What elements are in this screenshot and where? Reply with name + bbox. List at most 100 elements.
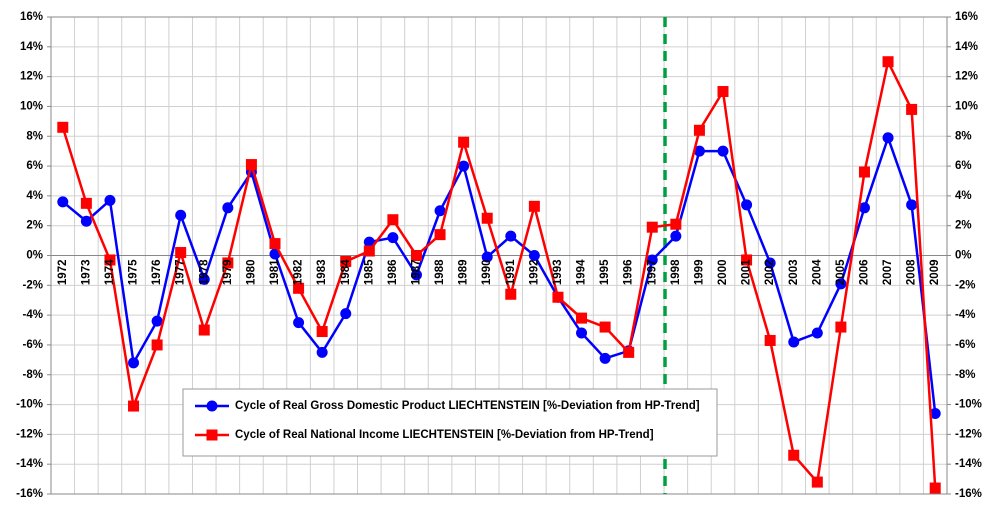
x-tick-label: 1989 xyxy=(458,260,470,286)
marker xyxy=(552,291,564,303)
y-tick-label: 6% xyxy=(26,160,43,172)
x-tick-label: 1990 xyxy=(481,260,493,286)
marker xyxy=(882,132,894,144)
y2-tick-label: 0% xyxy=(955,250,972,262)
marker xyxy=(670,218,682,230)
y2-tick-label: -14% xyxy=(955,458,982,470)
x-tick-label: 1978 xyxy=(198,259,210,285)
marker xyxy=(387,214,399,226)
x-tick-label: 1980 xyxy=(245,260,257,286)
x-tick-label: 1982 xyxy=(293,260,305,286)
y-tick-label: 2% xyxy=(26,220,43,232)
marker xyxy=(646,254,658,266)
x-tick-label: 1988 xyxy=(434,259,446,285)
marker xyxy=(316,346,328,358)
legend-label: Cycle of Real Gross Domestic Product LIE… xyxy=(235,400,700,412)
marker xyxy=(764,334,776,346)
legend xyxy=(182,388,718,457)
marker xyxy=(623,346,635,358)
marker xyxy=(198,324,210,336)
marker xyxy=(528,200,540,212)
y-tick-label: -4% xyxy=(23,309,43,321)
marker xyxy=(788,336,800,348)
marker xyxy=(858,202,870,214)
marker xyxy=(599,321,611,333)
x-tick-label: 2008 xyxy=(906,259,918,285)
x-tick-label: 2004 xyxy=(811,259,823,285)
legend-entries: Cycle of Real Gross Domestic Product LIE… xyxy=(195,400,700,441)
plot-border xyxy=(50,16,948,495)
marker xyxy=(741,254,753,266)
y-tick-label: -8% xyxy=(23,369,43,381)
y2-tick-label: 2% xyxy=(955,220,972,232)
marker xyxy=(646,221,658,233)
plot xyxy=(57,56,941,494)
y2-tick-label: 6% xyxy=(955,160,972,172)
marker xyxy=(293,282,305,294)
marker xyxy=(222,257,234,269)
y2-tick-label: -10% xyxy=(955,399,982,411)
marker xyxy=(293,317,305,329)
x-tick-label: 2002 xyxy=(764,260,776,286)
marker xyxy=(80,197,92,209)
marker xyxy=(316,326,328,338)
marker xyxy=(434,205,446,217)
marker xyxy=(80,215,92,227)
y-tick-label: -2% xyxy=(23,279,43,291)
x-tick-label: 1999 xyxy=(693,260,705,286)
y-tick-label: 16% xyxy=(20,11,43,23)
y2-tick-label: 12% xyxy=(955,71,978,83)
marker xyxy=(906,103,918,115)
marker xyxy=(670,230,682,242)
marker xyxy=(57,196,69,208)
x-tick-label: 1976 xyxy=(151,260,163,286)
marker xyxy=(528,250,540,261)
y-tick-label: 4% xyxy=(26,190,43,202)
marker xyxy=(410,250,422,261)
marker xyxy=(245,159,257,171)
x-tick-label: 2007 xyxy=(882,260,894,286)
marker xyxy=(340,308,352,320)
marker xyxy=(458,160,470,172)
x-tick-label: 1977 xyxy=(175,260,187,286)
y2-tick-label: -8% xyxy=(955,369,975,381)
x-tick-label: 1975 xyxy=(128,259,140,285)
marker xyxy=(434,229,446,241)
marker xyxy=(222,202,234,214)
marker xyxy=(576,327,588,339)
x-tick-label: 1974 xyxy=(104,259,116,285)
x-tick-label: 2005 xyxy=(835,259,847,285)
y2-tick-label: -12% xyxy=(955,428,982,440)
marker xyxy=(835,278,847,290)
marker xyxy=(741,199,753,211)
marker xyxy=(717,145,729,157)
y-tick-label: 0% xyxy=(26,250,43,262)
x-tick-label: 1984 xyxy=(340,259,352,285)
y-tick-label: -10% xyxy=(16,399,43,411)
x-tick-label: 1993 xyxy=(552,260,564,286)
y2-tick-label: -4% xyxy=(955,309,975,321)
x-tick-label: 2001 xyxy=(741,259,753,285)
y2-tick-label: 10% xyxy=(955,100,978,112)
x-tick-label: 1992 xyxy=(528,260,540,286)
y2-tick-label: -2% xyxy=(955,279,975,291)
marker xyxy=(151,339,163,351)
y-tick-label: 8% xyxy=(26,130,43,142)
x-tick-label: 1995 xyxy=(599,259,611,285)
marker xyxy=(198,273,210,285)
x-tick-label: 1998 xyxy=(670,259,682,285)
x-tick-label: 1987 xyxy=(411,260,423,286)
marker xyxy=(788,449,800,461)
marker xyxy=(481,212,493,224)
legend-marker xyxy=(206,400,218,412)
x-tick-label: 1991 xyxy=(505,259,517,285)
x-tick-label: 1983 xyxy=(316,260,328,286)
marker xyxy=(929,482,941,494)
marker xyxy=(576,312,588,324)
x-tick-label: 1972 xyxy=(57,260,69,286)
marker xyxy=(929,408,941,420)
y2-tick-label: 8% xyxy=(955,130,972,142)
legend-label: Cycle of Real National Income LIECHTENST… xyxy=(235,429,654,441)
y2-tick-label: -6% xyxy=(955,339,975,351)
